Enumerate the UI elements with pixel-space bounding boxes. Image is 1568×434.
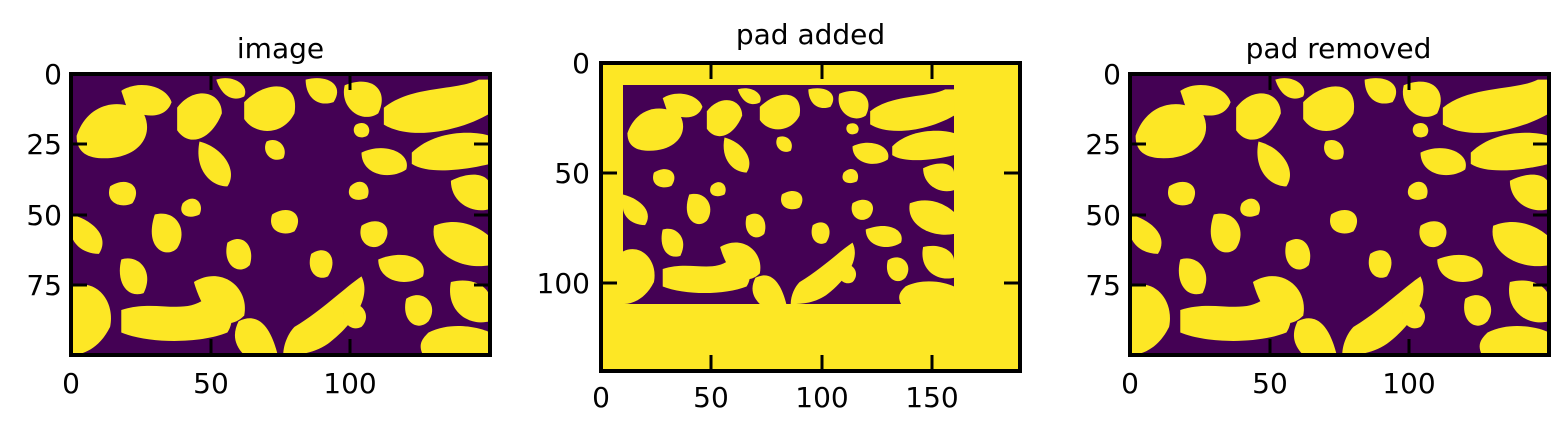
x-axis: 0 50 100 150 (592, 63, 959, 414)
x-axis: 0 50 100 (1121, 74, 1436, 400)
y-axis: 0 25 50 75 (1085, 58, 1549, 302)
x-tick-label: 150 (905, 381, 958, 414)
y-tick-label: 50 (26, 199, 62, 232)
panel-title: image (237, 32, 324, 65)
x-tick-label: 100 (795, 381, 848, 414)
y-tick-label: 0 (44, 58, 62, 91)
y-axis: 0 50 100 (537, 47, 1020, 300)
panel-pad-added: pad added 0 50 100 150 0 (537, 18, 1022, 414)
panel-title: pad removed (1246, 32, 1432, 65)
y-tick-label: 25 (26, 128, 62, 161)
y-tick-label: 75 (1085, 269, 1121, 302)
panel-title: pad added (736, 18, 885, 51)
y-tick-label: 25 (1085, 128, 1121, 161)
y-tick-label: 0 (572, 47, 590, 80)
y-tick-label: 50 (554, 157, 590, 190)
x-tick-label: 0 (62, 367, 80, 400)
x-tick-label: 50 (693, 381, 729, 414)
x-tick-label: 100 (1382, 367, 1435, 400)
y-tick-label: 50 (1085, 199, 1121, 232)
y-tick-label: 0 (1103, 58, 1121, 91)
panel-image: image 0 50 100 0 25 50 (26, 32, 492, 400)
x-axis: 0 50 100 (62, 74, 377, 400)
x-tick-label: 50 (1252, 367, 1288, 400)
axes-frame (599, 61, 1022, 373)
y-axis: 0 25 50 75 (26, 58, 490, 302)
panel-pad-removed: pad removed 0 50 100 0 25 (1085, 32, 1551, 400)
x-tick-label: 100 (323, 367, 376, 400)
x-tick-label: 0 (592, 381, 610, 414)
y-tick-label: 100 (537, 267, 590, 300)
x-tick-label: 50 (193, 367, 229, 400)
x-tick-label: 0 (1121, 367, 1139, 400)
y-tick-label: 75 (26, 269, 62, 302)
